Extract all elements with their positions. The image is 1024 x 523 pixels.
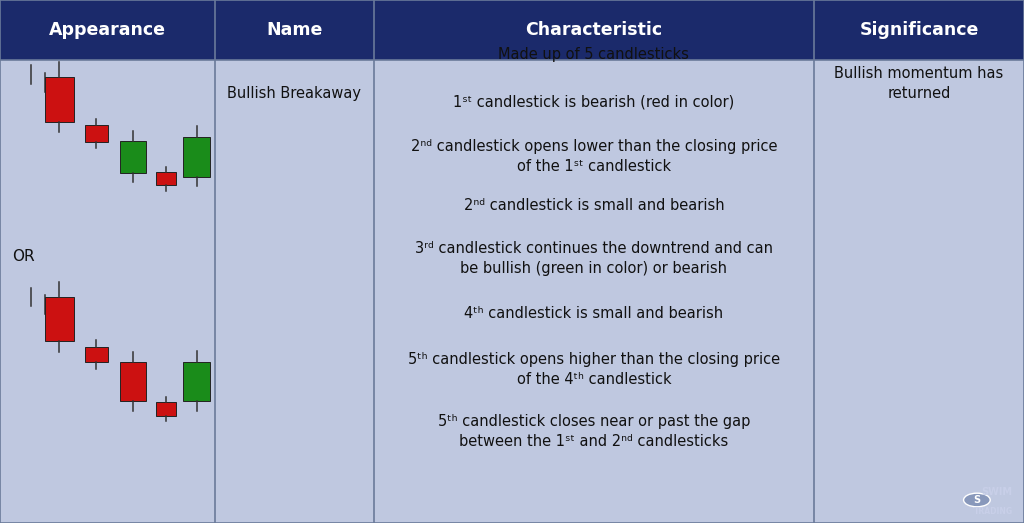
Text: returned: returned bbox=[888, 86, 950, 101]
Text: 2ⁿᵈ candlestick opens lower than the closing price: 2ⁿᵈ candlestick opens lower than the clo… bbox=[411, 140, 777, 154]
Text: be bullish (green in color) or bearish: be bullish (green in color) or bearish bbox=[461, 262, 727, 276]
Bar bbox=[156, 172, 176, 185]
Bar bbox=[374, 0, 814, 60]
Text: SWIM: SWIM bbox=[982, 487, 1013, 497]
Text: 4ᵗʰ candlestick is small and bearish: 4ᵗʰ candlestick is small and bearish bbox=[464, 306, 724, 321]
Bar bbox=[45, 297, 74, 342]
Text: Bullish momentum has: Bullish momentum has bbox=[835, 66, 1004, 81]
Bar bbox=[0, 0, 215, 60]
Bar bbox=[182, 362, 211, 402]
Text: of the 4ᵗʰ candlestick: of the 4ᵗʰ candlestick bbox=[516, 372, 672, 387]
Circle shape bbox=[964, 493, 990, 507]
Bar bbox=[85, 347, 108, 362]
Bar bbox=[814, 0, 1024, 60]
Text: Appearance: Appearance bbox=[49, 21, 166, 39]
Text: 3ʳᵈ candlestick continues the downtrend and can: 3ʳᵈ candlestick continues the downtrend … bbox=[415, 242, 773, 256]
Bar bbox=[215, 0, 374, 60]
Text: 5ᵗʰ candlestick opens higher than the closing price: 5ᵗʰ candlestick opens higher than the cl… bbox=[408, 353, 780, 367]
Bar bbox=[121, 141, 146, 173]
Text: Significance: Significance bbox=[859, 21, 979, 39]
Bar bbox=[182, 138, 211, 177]
Text: Characteristic: Characteristic bbox=[525, 21, 663, 39]
Bar bbox=[121, 362, 146, 402]
Text: Made up of 5 candlesticks: Made up of 5 candlesticks bbox=[499, 48, 689, 62]
Bar bbox=[156, 403, 176, 415]
Text: 1ˢᵗ candlestick is bearish (red in color): 1ˢᵗ candlestick is bearish (red in color… bbox=[454, 95, 734, 109]
Text: Bullish Breakaway: Bullish Breakaway bbox=[227, 86, 361, 101]
Text: OR: OR bbox=[12, 249, 35, 264]
Text: 2ⁿᵈ candlestick is small and bearish: 2ⁿᵈ candlestick is small and bearish bbox=[464, 198, 724, 212]
Text: Name: Name bbox=[266, 21, 323, 39]
Text: of the 1ˢᵗ candlestick: of the 1ˢᵗ candlestick bbox=[517, 160, 671, 174]
Bar bbox=[45, 77, 74, 121]
Text: TRADING: TRADING bbox=[974, 507, 1013, 516]
Bar bbox=[85, 125, 108, 142]
Text: between the 1ˢᵗ and 2ⁿᵈ candlesticks: between the 1ˢᵗ and 2ⁿᵈ candlesticks bbox=[460, 434, 728, 449]
Text: S: S bbox=[974, 495, 980, 505]
Text: 5ᵗʰ candlestick closes near or past the gap: 5ᵗʰ candlestick closes near or past the … bbox=[437, 414, 751, 429]
